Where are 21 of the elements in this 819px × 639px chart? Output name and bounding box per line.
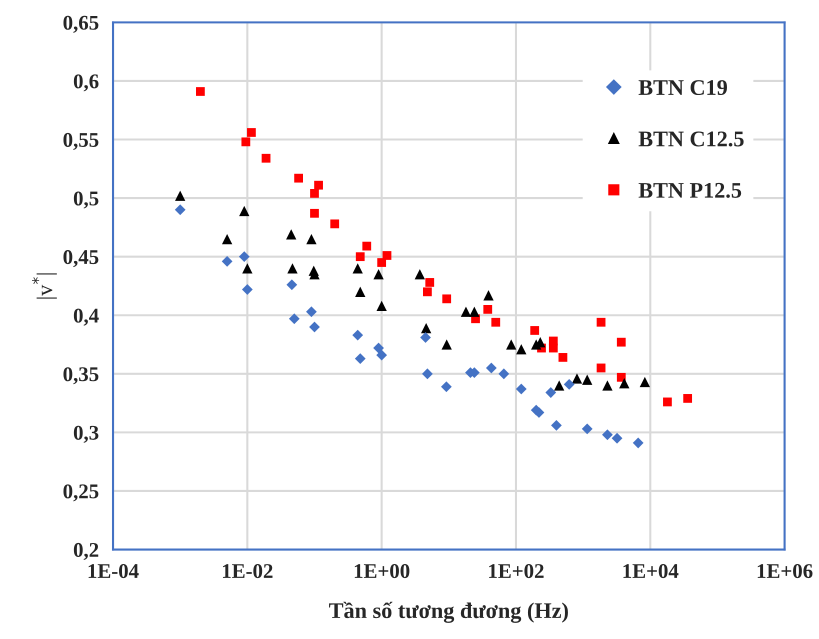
y-tick-label: 0,55 <box>63 132 98 150</box>
x-tick-label: 1E+06 <box>758 564 812 578</box>
y-tick-label: 0,6 <box>74 74 99 92</box>
x-tick-label: 1E+04 <box>623 564 678 578</box>
y-axis-title: |v$^{*}$| <box>32 273 57 299</box>
x-tick-label: 1E-04 <box>88 564 139 578</box>
y-tick-label: 0,2 <box>74 542 98 560</box>
x-tick-label: 1E+02 <box>489 564 544 578</box>
y-tick-label: 0,4 <box>74 308 99 326</box>
y-tick-label: 0,35 <box>63 367 98 384</box>
x-tick-label: 1E+00 <box>354 564 410 578</box>
x-tick-label: 1E-02 <box>222 564 272 578</box>
y-tick-label: 0,45 <box>63 250 98 268</box>
x-axis-title: Tần số tương đương (Hz) <box>329 602 568 623</box>
legend-label: BTN P12.5 <box>638 182 742 198</box>
y-tick-label: 0,3 <box>74 426 98 443</box>
y-tick-label: 0,65 <box>63 16 98 33</box>
y-tick-label: 0,25 <box>63 484 98 502</box>
legend-label: BTN C12.5 <box>638 132 744 147</box>
legend-label: BTN C19 <box>638 80 727 96</box>
y-tick-label: 0,5 <box>74 191 98 209</box>
